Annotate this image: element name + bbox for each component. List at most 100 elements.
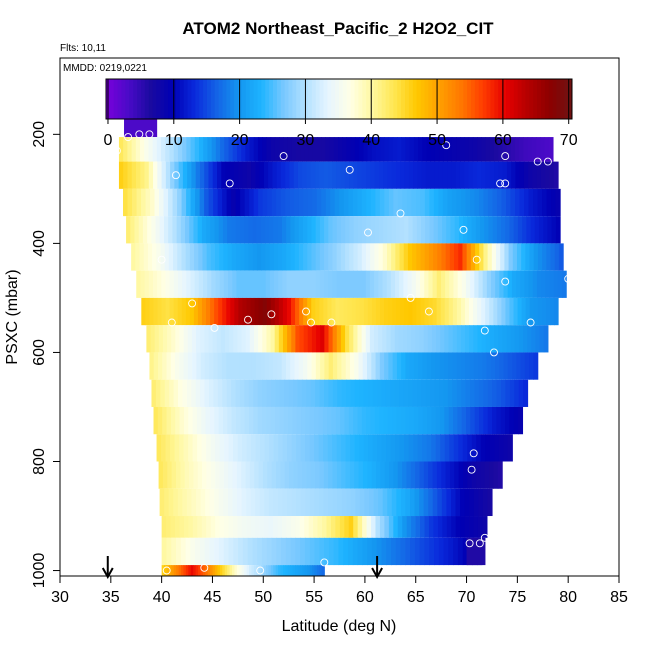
- colorbar-segment: [121, 79, 126, 119]
- heatmap-cell: [344, 406, 350, 435]
- heatmap-cell: [316, 565, 320, 576]
- heatmap-cell: [369, 325, 375, 353]
- heatmap-cell: [363, 137, 369, 162]
- heatmap-cell: [518, 379, 524, 407]
- heatmap-cell: [227, 216, 232, 244]
- heatmap-cell: [228, 270, 233, 298]
- heatmap-cell: [396, 406, 402, 435]
- heatmap-cell: [392, 406, 398, 435]
- heatmap-cell: [533, 352, 539, 380]
- heatmap-cell: [212, 565, 216, 576]
- heatmap-cell: [286, 243, 292, 271]
- heatmap-cell: [268, 565, 272, 576]
- colorbar-segment: [179, 79, 185, 119]
- heatmap-cell: [204, 379, 210, 407]
- heatmap-cell: [222, 297, 227, 326]
- heatmap-cell: [228, 516, 234, 538]
- heatmap-cell: [489, 137, 495, 162]
- heatmap-cell: [277, 216, 283, 244]
- heatmap-cell: [347, 297, 353, 326]
- heatmap-cell: [529, 243, 535, 271]
- heatmap-cell: [357, 325, 363, 353]
- heatmap-cell: [332, 270, 338, 298]
- heatmap-cell: [328, 461, 334, 489]
- heatmap-cell: [314, 565, 318, 576]
- heatmap-cell: [352, 537, 359, 566]
- heatmap-cell: [324, 537, 330, 566]
- heatmap-cell: [186, 137, 192, 162]
- heatmap-cell: [215, 516, 221, 538]
- heatmap-cell: [452, 325, 458, 353]
- heatmap-cell: [458, 461, 464, 489]
- heatmap-cell: [294, 216, 300, 244]
- heatmap-cell: [524, 270, 530, 298]
- heatmap-cell: [199, 161, 205, 189]
- colorbar-segment: [315, 79, 321, 119]
- heatmap-cell: [332, 161, 337, 189]
- heatmap-cell: [416, 379, 422, 407]
- heatmap-cell: [423, 325, 429, 353]
- heatmap-cell: [396, 488, 402, 517]
- colorbar-segment: [350, 79, 356, 119]
- heatmap-cell: [281, 516, 287, 538]
- heatmap-cell: [520, 270, 526, 298]
- heatmap-cell: [340, 243, 346, 271]
- heatmap-cell: [172, 188, 178, 217]
- heatmap-cell: [300, 488, 306, 517]
- heatmap-cell: [266, 565, 270, 576]
- heatmap-cell: [345, 243, 350, 271]
- heatmap-cell: [505, 379, 511, 407]
- heatmap-cell: [460, 325, 466, 353]
- heatmap-cell: [411, 516, 417, 538]
- heatmap-cell: [471, 434, 477, 462]
- heatmap-cell: [266, 406, 272, 435]
- heatmap-cell: [483, 379, 489, 407]
- heatmap-cell: [181, 243, 187, 271]
- heatmap-cell: [174, 434, 180, 462]
- heatmap-cell: [378, 325, 383, 353]
- heatmap-cell: [290, 352, 296, 380]
- heatmap-cell: [516, 270, 521, 298]
- colorbar-segment: [424, 79, 429, 119]
- colorbar-segment: [498, 79, 503, 119]
- heatmap-cell: [439, 352, 445, 380]
- heatmap-cell: [168, 216, 174, 244]
- heatmap-cell: [222, 216, 228, 244]
- heatmap-cell: [277, 352, 283, 380]
- heatmap-cell: [428, 297, 434, 326]
- heatmap-cell: [402, 188, 408, 217]
- colorbar-tick-label: 60: [494, 132, 512, 149]
- colorbar-segment: [156, 79, 161, 119]
- heatmap-cell: [202, 461, 208, 489]
- heatmap-cell: [437, 488, 443, 517]
- heatmap-cell: [479, 406, 484, 435]
- heatmap-cell: [205, 406, 211, 435]
- heatmap-cell: [156, 434, 162, 462]
- heatmap-cell: [187, 352, 193, 380]
- heatmap-cell: [512, 243, 518, 271]
- heatmap-cell: [249, 137, 255, 162]
- heatmap-cell: [292, 406, 298, 435]
- heatmap-cell: [374, 161, 380, 189]
- heatmap-cell: [305, 406, 311, 435]
- heatmap-cell: [374, 243, 380, 271]
- heatmap-cell: [197, 297, 203, 326]
- heatmap-cell: [215, 137, 221, 162]
- heatmap-cell: [142, 216, 148, 244]
- heatmap-cell: [509, 297, 515, 326]
- heatmap-cell: [158, 325, 164, 353]
- colorbar-segment: [556, 79, 561, 119]
- heatmap-cell: [279, 137, 284, 162]
- heatmap-cell: [317, 516, 323, 538]
- heatmap-cell: [470, 379, 476, 407]
- heatmap-cell: [523, 137, 529, 162]
- colorbar-segment: [362, 79, 367, 119]
- heatmap-cell: [357, 243, 363, 271]
- heatmap-cell: [335, 406, 341, 435]
- heatmap-cell: [420, 516, 426, 538]
- colorbar-segment: [482, 79, 488, 119]
- sample-point: [501, 152, 510, 161]
- heatmap-cell: [153, 161, 158, 189]
- heatmap-cell: [448, 537, 454, 566]
- heatmap-cell: [266, 379, 272, 407]
